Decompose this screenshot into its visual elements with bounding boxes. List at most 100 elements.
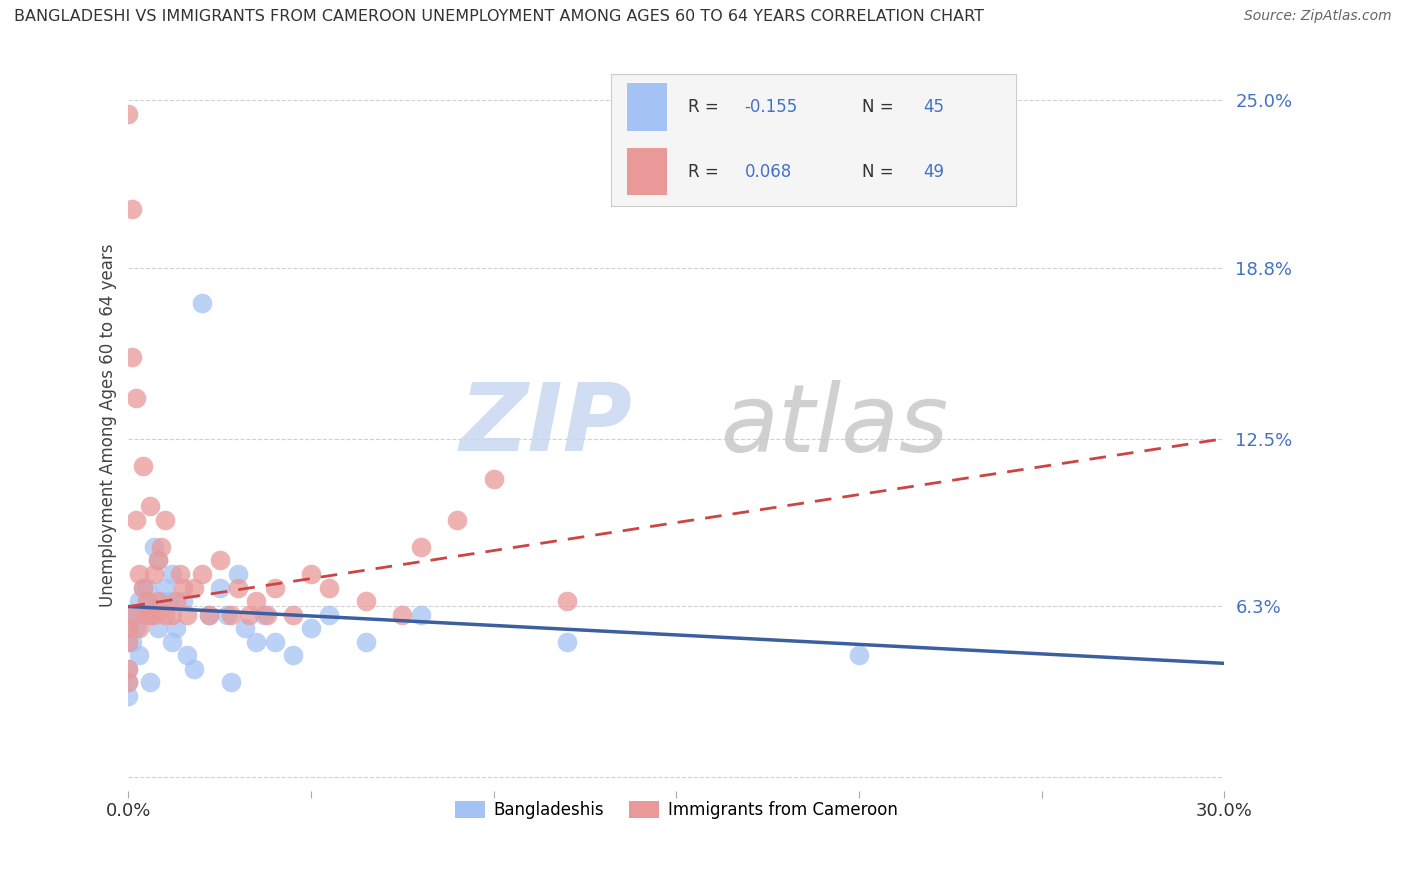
Text: ZIP: ZIP (460, 379, 633, 471)
Text: BANGLADESHI VS IMMIGRANTS FROM CAMEROON UNEMPLOYMENT AMONG AGES 60 TO 64 YEARS C: BANGLADESHI VS IMMIGRANTS FROM CAMEROON … (14, 9, 984, 24)
Point (252, 607, 274, 622)
Point (128, 567, 150, 582)
Point (848, 648, 870, 663)
Point (409, 540, 432, 554)
Point (150, 540, 173, 554)
Point (121, 202, 143, 216)
Point (128, 594, 150, 608)
Point (146, 553, 169, 567)
Point (165, 621, 187, 635)
Point (190, 567, 212, 582)
Point (281, 648, 304, 663)
Point (198, 607, 221, 622)
Point (117, 634, 139, 648)
Point (139, 500, 162, 514)
Point (153, 513, 176, 527)
Point (208, 581, 231, 595)
Point (354, 634, 377, 648)
Point (117, 662, 139, 676)
Point (135, 594, 157, 608)
Point (482, 472, 505, 486)
Point (256, 607, 278, 622)
Y-axis label: Unemployment Among Ages 60 to 64 years: Unemployment Among Ages 60 to 64 years (100, 244, 117, 607)
Point (299, 621, 322, 635)
Point (132, 458, 155, 473)
Point (169, 567, 191, 582)
Point (299, 567, 322, 582)
Point (176, 607, 198, 622)
Point (176, 648, 198, 663)
Point (245, 634, 267, 648)
Point (226, 567, 249, 582)
Point (157, 594, 180, 608)
Point (117, 689, 139, 703)
Point (128, 648, 150, 663)
Point (121, 607, 143, 622)
Point (217, 607, 239, 622)
Point (165, 594, 187, 608)
Legend: Bangladeshis, Immigrants from Cameroon: Bangladeshis, Immigrants from Cameroon (449, 795, 904, 826)
Point (139, 607, 162, 622)
Point (219, 675, 242, 690)
Point (121, 607, 143, 622)
Text: atlas: atlas (720, 380, 949, 471)
Point (146, 553, 169, 567)
Point (245, 594, 267, 608)
Point (391, 607, 413, 622)
Point (183, 581, 205, 595)
Point (198, 607, 221, 622)
Point (121, 634, 143, 648)
Point (238, 607, 260, 622)
Point (135, 607, 157, 622)
Point (318, 607, 340, 622)
Point (121, 351, 143, 365)
Point (132, 581, 155, 595)
Point (146, 594, 169, 608)
Point (117, 107, 139, 121)
Point (153, 607, 176, 622)
Point (446, 513, 468, 527)
Point (139, 607, 162, 622)
Point (208, 553, 231, 567)
Point (263, 634, 285, 648)
Point (153, 581, 176, 595)
Point (190, 296, 212, 310)
Point (135, 581, 157, 595)
Point (128, 621, 150, 635)
Point (139, 675, 162, 690)
Point (117, 675, 139, 690)
Point (135, 594, 157, 608)
Point (125, 621, 148, 635)
Point (143, 607, 166, 622)
Point (125, 391, 148, 405)
Point (172, 594, 194, 608)
Point (235, 621, 257, 635)
Point (555, 594, 578, 608)
Point (162, 567, 184, 582)
Point (132, 581, 155, 595)
Point (555, 634, 578, 648)
Point (162, 607, 184, 622)
Point (117, 634, 139, 648)
Point (162, 634, 184, 648)
Point (183, 662, 205, 676)
Point (117, 662, 139, 676)
Point (150, 594, 173, 608)
Point (117, 621, 139, 635)
Point (143, 540, 166, 554)
Point (146, 621, 169, 635)
Point (409, 607, 432, 622)
Point (125, 513, 148, 527)
Point (281, 607, 304, 622)
Point (219, 607, 242, 622)
Point (117, 675, 139, 690)
Text: Source: ZipAtlas.com: Source: ZipAtlas.com (1244, 9, 1392, 23)
Point (263, 581, 285, 595)
Point (354, 594, 377, 608)
Point (143, 567, 166, 582)
Point (117, 621, 139, 635)
Point (318, 581, 340, 595)
Point (172, 581, 194, 595)
Point (125, 607, 148, 622)
Point (226, 581, 249, 595)
